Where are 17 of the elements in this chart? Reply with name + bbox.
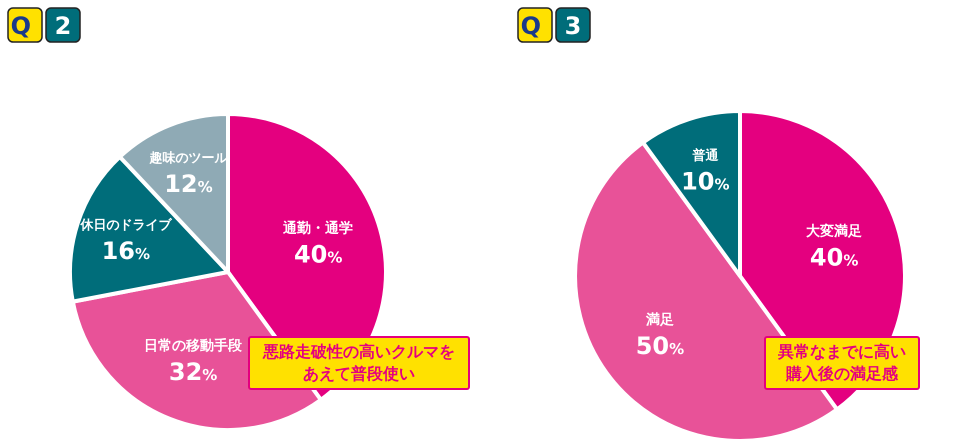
- data-label: 50%: [636, 332, 684, 360]
- chart-title: Q 2: [10, 12, 72, 40]
- slice-label: 満足: [644, 312, 674, 328]
- data-label: 10%: [681, 167, 730, 196]
- slice-label: 通勤・通学: [282, 220, 354, 237]
- chart-title: Q 3: [520, 12, 582, 40]
- slice-label: 休日のドライブ: [79, 216, 172, 233]
- data-label: 40%: [810, 243, 858, 272]
- data-label: 12%: [164, 170, 213, 198]
- slice-label: 大変満足: [806, 222, 862, 240]
- text: 異常なまでに高い購入後の満足感: [764, 336, 920, 390]
- slice-label: 普通: [691, 147, 720, 164]
- data-label: 16%: [102, 236, 150, 265]
- text: 悪路走破性の高いクルマをあえて普段使い: [248, 336, 470, 390]
- data-label: 32%: [168, 358, 218, 386]
- slice-label: 日常の移動手段: [144, 337, 244, 354]
- data-label: 40%: [294, 240, 342, 269]
